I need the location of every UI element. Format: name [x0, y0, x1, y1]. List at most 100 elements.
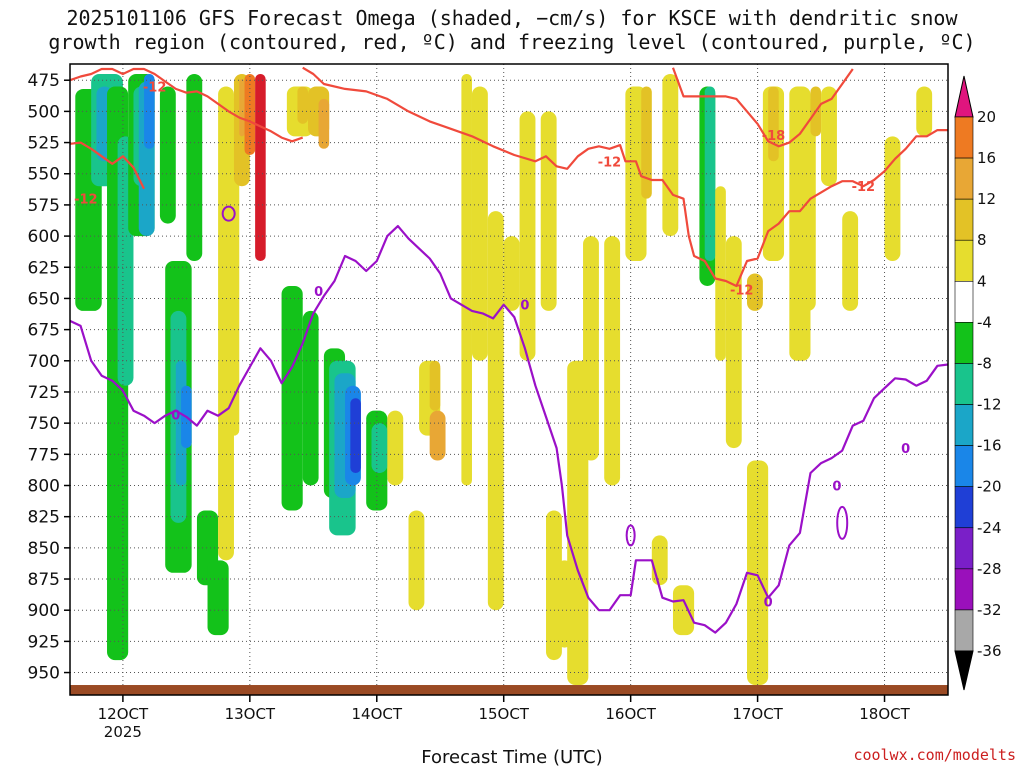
y-tick-label: 725: [28, 383, 60, 403]
colorbar: 20 16 12 8 4 -4 -8 -12 -16 -20 -24 -28 -32 -36: [954, 75, 1002, 691]
colorbar-label: 20: [977, 108, 996, 126]
dgz-contour-right: [302, 66, 948, 288]
omega-patch: [799, 98, 816, 311]
colorbar-top-arrow: [954, 75, 974, 118]
colorbar-swatch: [954, 116, 974, 159]
contour-label: 0: [901, 442, 910, 457]
x-tick-sublabel: 2025: [104, 723, 142, 741]
omega-patch: [916, 86, 933, 137]
omega-patch: [842, 211, 859, 311]
contour-label: 0: [764, 595, 773, 610]
colorbar-swatch: [954, 239, 974, 282]
y-tick-label: 875: [28, 570, 60, 590]
x-tick-label: 14OCT: [352, 705, 403, 723]
contour-label: 0: [520, 299, 529, 314]
colorbar-swatch: [954, 281, 974, 323]
colorbar-bottom-arrow: [954, 650, 974, 691]
y-tick-label: 925: [28, 632, 60, 652]
contour-labels: -12 -12 -18 -12 -12 -12 0 0 0 0 0 0: [74, 80, 910, 610]
y-tick-label: 775: [28, 445, 60, 465]
contour-label: -12: [598, 155, 622, 170]
contours: [69, 66, 949, 634]
plot-frame: [69, 63, 949, 696]
omega-patch: [583, 236, 599, 461]
contour-label: -12: [74, 193, 98, 208]
colorbar-label: -36: [977, 642, 1002, 660]
x-tick-label: 13OCT: [225, 705, 276, 723]
colorbar-swatch: [954, 609, 974, 652]
credit-link[interactable]: coolwx.com/modelts: [853, 746, 1016, 764]
omega-patch: [318, 98, 330, 149]
omega-patch: [408, 510, 425, 611]
y-tick-label: 550: [28, 165, 60, 185]
x-tick-label: 16OCT: [605, 705, 656, 723]
colorbar-swatch: [954, 322, 974, 364]
y-tick-label: 625: [28, 258, 60, 278]
omega-patch: [487, 211, 504, 611]
omega-patch: [715, 186, 726, 361]
colorbar-label: -12: [977, 396, 1002, 414]
omega-patch: [244, 73, 256, 156]
colorbar-label: -4: [977, 313, 992, 331]
colorbar-label: 12: [977, 190, 996, 208]
colorbar-label: -8: [977, 354, 992, 372]
y-tick-label: 850: [28, 539, 60, 559]
omega-shading: [75, 73, 933, 686]
omega-patch: [159, 86, 176, 224]
omega-patch: [604, 236, 621, 486]
terrain-band: [70, 685, 948, 695]
contour-label: -18: [762, 129, 786, 144]
contour-label: 0: [314, 285, 323, 300]
omega-patch: [186, 73, 203, 262]
contour-label: -12: [730, 284, 754, 299]
omega-patch: [704, 86, 716, 262]
y-tick-label: 675: [28, 321, 60, 341]
omega-patch: [302, 310, 319, 486]
omega-patch: [239, 78, 245, 137]
colorbar-label: 16: [977, 149, 996, 167]
x-axis-label: Forecast Time (UTC): [421, 747, 603, 768]
y-tick-label: 500: [28, 102, 60, 122]
omega-patch: [429, 410, 446, 461]
omega-patch: [768, 86, 779, 162]
y-tick-label: 825: [28, 508, 60, 528]
x-tick-label: 12OCT: [98, 705, 149, 723]
colorbar-swatch: [954, 527, 974, 570]
freezing-level-contour: [69, 225, 949, 634]
colorbar-label: 8: [977, 231, 987, 249]
x-tick-label: 17OCT: [732, 705, 783, 723]
title-line-2: growth region (contoured, red, ºC) and f…: [48, 30, 976, 54]
colorbar-swatch: [954, 486, 974, 529]
y-tick-label: 600: [28, 227, 60, 247]
colorbar-swatch: [954, 445, 974, 487]
y-tick-label: 950: [28, 664, 60, 684]
chart-title: 2025101106 GFS Forecast Omega (shaded, −…: [0, 6, 1024, 54]
omega-patch: [662, 73, 679, 237]
contour-label: 0: [171, 408, 180, 423]
omega-patch: [387, 410, 404, 486]
x-tick-label: 18OCT: [859, 705, 910, 723]
freezing-closed-contour: [836, 505, 849, 540]
contour-label: -12: [143, 80, 167, 95]
omega-patch: [350, 398, 361, 474]
omega-patch: [556, 560, 573, 648]
omega-patch: [821, 86, 837, 187]
y-tick-label: 475: [28, 71, 60, 91]
omega-patch: [281, 285, 303, 511]
omega-patch: [540, 111, 557, 311]
colorbar-label: -20: [977, 478, 1002, 496]
omega-patch: [503, 236, 520, 311]
y-tick-label: 650: [28, 289, 60, 309]
omega-patch: [429, 360, 441, 411]
y-tick-label: 525: [28, 134, 60, 154]
colorbar-swatch: [954, 568, 974, 611]
colorbar-label: -16: [977, 437, 1002, 455]
y-tick-label: 700: [28, 352, 60, 372]
omega-patch: [725, 236, 742, 449]
colorbar-label: 4: [977, 272, 987, 290]
y-tick-label: 750: [28, 414, 60, 434]
freezing-closed-contour: [625, 524, 636, 547]
contour-label: -12: [852, 180, 876, 195]
